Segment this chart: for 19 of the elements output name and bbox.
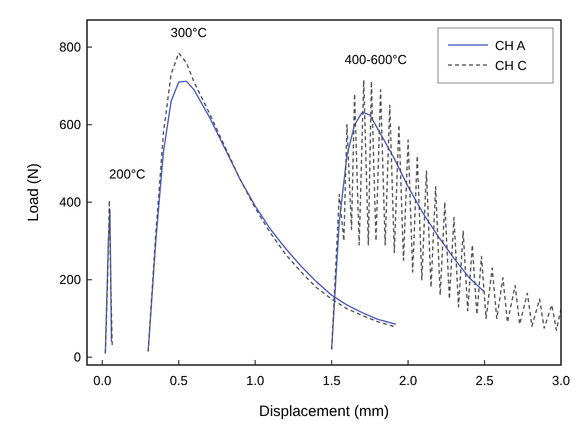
x-axis-title: Displacement (mm) xyxy=(258,403,390,420)
legend-label: CH A xyxy=(495,38,526,53)
x-tick-label: 0.5 xyxy=(170,373,188,388)
x-tick-label: 1.0 xyxy=(246,373,264,388)
x-tick-label: 2.0 xyxy=(399,373,418,388)
annotation: 200°C xyxy=(109,166,146,182)
y-tick-label: 0 xyxy=(74,350,81,365)
y-tick-label: 600 xyxy=(59,117,81,132)
annotation: 300°C xyxy=(170,24,207,40)
y-tick-label: 800 xyxy=(59,40,81,55)
x-tick-label: 1.5 xyxy=(322,373,341,388)
x-tick-label: 3.0 xyxy=(552,373,570,388)
x-tick-label: 2.5 xyxy=(476,373,494,388)
legend-label: CH C xyxy=(495,58,527,73)
y-tick-label: 400 xyxy=(59,194,81,210)
x-tick-label: 0.0 xyxy=(93,373,112,388)
annotation: 400-600°C xyxy=(344,52,407,68)
y-axis-title: Load (N) xyxy=(25,163,42,222)
y-tick-label: 200 xyxy=(59,272,81,288)
